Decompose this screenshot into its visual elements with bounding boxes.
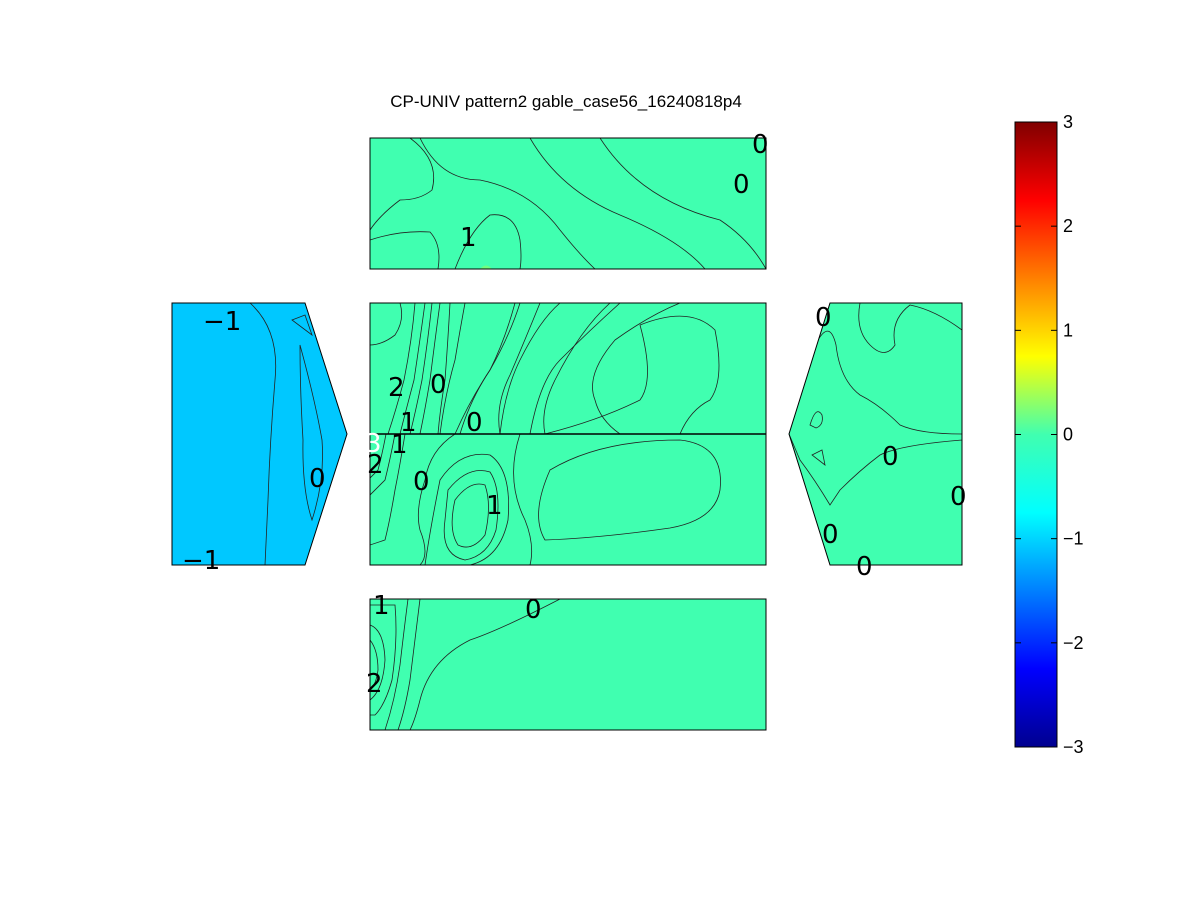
panel-top-wall bbox=[370, 138, 766, 269]
label-roof-upper-3: 0 bbox=[466, 408, 483, 438]
label-right-gable-3: 0 bbox=[822, 520, 839, 550]
label-left-gable-0: −1 bbox=[203, 307, 241, 337]
colorbar-tick-label: 3 bbox=[1063, 112, 1073, 132]
panel-roof-lower bbox=[370, 434, 766, 565]
label-roof-lower-3: 0 bbox=[413, 467, 430, 497]
panel-roof-upper bbox=[370, 303, 766, 434]
label-roof-lower-1: 2 bbox=[367, 450, 384, 480]
colorbar: 3 2 1 0 −1 −2 −3 bbox=[1014, 112, 1084, 757]
label-roof-upper-2: 1 bbox=[400, 408, 417, 438]
panel-left-gable bbox=[172, 303, 347, 565]
label-top-wall-2: 1 bbox=[460, 223, 477, 253]
label-bottom-wall-0: 1 bbox=[373, 591, 390, 621]
colorbar-tick-label: 2 bbox=[1063, 216, 1073, 236]
label-right-gable-2: 0 bbox=[950, 482, 967, 512]
colorbar-tick-label: −3 bbox=[1063, 737, 1084, 757]
label-roof-lower-0: 3 bbox=[365, 429, 382, 459]
colorbar-tick-label: 0 bbox=[1063, 425, 1073, 445]
label-bottom-wall-1: 0 bbox=[525, 595, 542, 625]
colorbar-tick-label: −2 bbox=[1063, 633, 1084, 653]
label-roof-upper-0: 2 bbox=[388, 373, 405, 403]
chart-title: CP-UNIV pattern2 gable_case56_16240818p4 bbox=[390, 92, 742, 111]
colorbar-tick-label: −1 bbox=[1063, 529, 1084, 549]
colorbar-tick-label: 1 bbox=[1063, 320, 1073, 340]
label-left-gable-1: 0 bbox=[309, 464, 326, 494]
label-top-wall-1: 0 bbox=[733, 170, 750, 200]
label-right-gable-4: 0 bbox=[856, 552, 873, 582]
label-right-gable-0: 0 bbox=[815, 303, 832, 333]
label-roof-lower-2: 1 bbox=[391, 430, 408, 460]
label-roof-lower-4: 1 bbox=[486, 491, 503, 521]
label-left-gable-2: −1 bbox=[182, 546, 220, 576]
label-roof-upper-1: 0 bbox=[430, 370, 447, 400]
contour-labels: 0 0 1 −1 0 −1 2 0 1 0 3 2 1 0 1 0 0 0 0 … bbox=[182, 130, 967, 699]
label-right-gable-1: 0 bbox=[882, 442, 899, 472]
colorbar-gradient bbox=[1014, 121, 1058, 748]
colorbar-ticks: 3 2 1 0 −1 −2 −3 bbox=[1015, 112, 1084, 757]
panel-bottom-wall bbox=[370, 599, 766, 730]
label-top-wall-0: 0 bbox=[752, 130, 769, 160]
label-bottom-wall-2: 2 bbox=[366, 669, 383, 699]
panel-right-gable bbox=[789, 303, 962, 565]
